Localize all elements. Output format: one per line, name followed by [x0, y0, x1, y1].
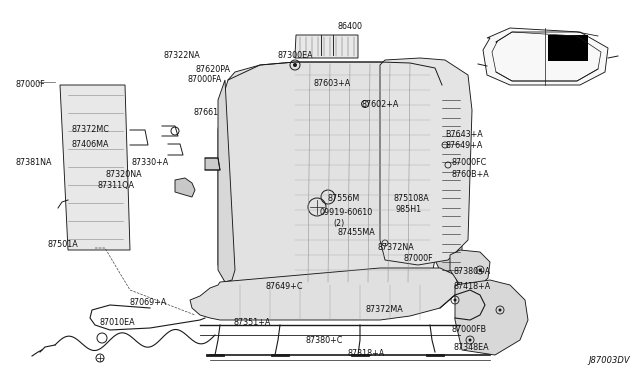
Text: 87311QA: 87311QA [98, 181, 135, 190]
Polygon shape [380, 58, 472, 265]
Text: 87372MC: 87372MC [71, 125, 109, 134]
Text: 87320NA: 87320NA [105, 170, 141, 179]
Text: 87380+C: 87380+C [306, 336, 344, 345]
Text: 87620PA: 87620PA [196, 65, 231, 74]
Polygon shape [218, 62, 442, 285]
Text: 87661: 87661 [194, 108, 219, 117]
Polygon shape [450, 250, 490, 290]
Text: 87406MA: 87406MA [71, 140, 109, 149]
Text: 87455MA: 87455MA [338, 228, 376, 237]
Text: 87000FC: 87000FC [452, 158, 487, 167]
Circle shape [468, 339, 472, 341]
Polygon shape [483, 28, 608, 85]
Text: 87000F: 87000F [15, 80, 45, 89]
Circle shape [479, 269, 481, 272]
Polygon shape [205, 158, 220, 170]
Bar [548, 35, 588, 61]
Text: 87000FB: 87000FB [451, 325, 486, 334]
Text: J87003DV: J87003DV [588, 356, 630, 365]
Polygon shape [455, 280, 528, 355]
Text: 87649+C: 87649+C [265, 282, 303, 291]
Text: 87322NA: 87322NA [163, 51, 200, 60]
Polygon shape [190, 268, 458, 320]
Polygon shape [295, 35, 358, 58]
Text: 09919-60610: 09919-60610 [320, 208, 373, 217]
Text: 87418+A: 87418+A [453, 282, 490, 291]
Text: 87069+A: 87069+A [130, 298, 168, 307]
Text: 87501A: 87501A [48, 240, 79, 249]
Text: 87000F: 87000F [404, 254, 434, 263]
Polygon shape [175, 178, 195, 197]
Text: 87330+A: 87330+A [132, 158, 169, 167]
Text: 87318+A: 87318+A [348, 349, 385, 358]
Text: 87351+A: 87351+A [233, 318, 270, 327]
Text: 87372MA: 87372MA [366, 305, 404, 314]
Polygon shape [218, 80, 235, 282]
Polygon shape [60, 85, 130, 250]
Text: 86400: 86400 [338, 22, 363, 31]
Text: 87649+A: 87649+A [445, 141, 483, 150]
Text: 87372NA: 87372NA [378, 243, 415, 252]
Text: 875108A: 875108A [393, 194, 429, 203]
Text: 8760B+A: 8760B+A [452, 170, 490, 179]
Polygon shape [435, 68, 462, 275]
Text: 87010EA: 87010EA [100, 318, 136, 327]
Text: 87602+A: 87602+A [362, 100, 399, 109]
Text: 87603+A: 87603+A [313, 79, 350, 88]
Text: 87556M: 87556M [328, 194, 360, 203]
Text: (2): (2) [333, 219, 344, 228]
Text: 87348EA: 87348EA [453, 343, 488, 352]
Text: 985H1: 985H1 [395, 205, 421, 214]
Circle shape [454, 298, 456, 301]
Text: B7643+A: B7643+A [445, 130, 483, 139]
Text: 87381NA: 87381NA [15, 158, 51, 167]
Text: 87380+A: 87380+A [453, 267, 490, 276]
Text: 87000FA: 87000FA [188, 75, 222, 84]
Text: 87300EA: 87300EA [278, 51, 314, 60]
Circle shape [499, 308, 502, 311]
Circle shape [293, 63, 297, 67]
